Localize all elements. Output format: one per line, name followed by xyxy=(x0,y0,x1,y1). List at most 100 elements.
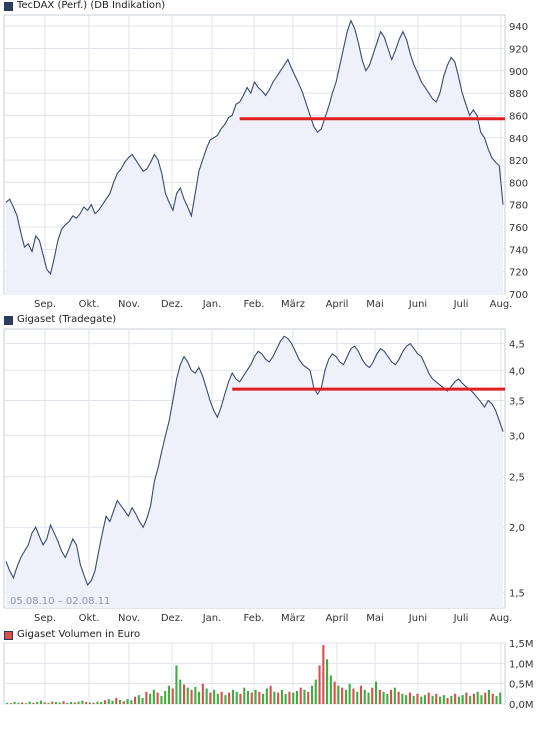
volume-bar xyxy=(175,665,178,704)
gigaset-xtick-label: Juni xyxy=(408,613,427,624)
tecdax-xtick-label: Aug. xyxy=(490,299,513,310)
tecdax-xtick-label: Sep. xyxy=(34,299,56,310)
volume-bar xyxy=(258,691,261,704)
gigaset-xtick-label: Jan. xyxy=(202,613,222,624)
volume-bar xyxy=(405,695,408,704)
volume-bar xyxy=(367,692,370,704)
volume-bar xyxy=(70,702,73,704)
volume-bar xyxy=(318,665,321,704)
tecdax-xtick-label: Dez. xyxy=(161,299,183,310)
volume-bar xyxy=(322,645,325,704)
tecdax-title: TecDAX (Perf.) (DB Indikation) xyxy=(4,0,165,12)
gigaset-ytick-label: 4,0 xyxy=(509,366,525,377)
volume-bar xyxy=(36,702,39,704)
volume-bar xyxy=(100,702,103,704)
tecdax-xtick-label: Okt. xyxy=(79,299,100,310)
volume-bar xyxy=(356,691,359,704)
volume-bar xyxy=(9,703,12,704)
volume-bar xyxy=(491,693,494,704)
volume-bar xyxy=(115,697,118,704)
volume-bar xyxy=(292,692,295,704)
volume-bar xyxy=(401,693,404,704)
volume-ytick-label: 1,0M xyxy=(509,659,534,670)
gigaset-title: Gigaset (Tradegate) xyxy=(4,314,116,326)
volume-bar xyxy=(96,701,99,704)
tecdax-ytick-label: 700 xyxy=(509,290,528,301)
volume-bar xyxy=(359,685,362,704)
volume-bar xyxy=(213,689,216,704)
volume-bar xyxy=(220,691,223,704)
volume-bar xyxy=(311,685,314,704)
volume-bar xyxy=(216,693,219,704)
gigaset-ytick-label: 2,5 xyxy=(509,473,525,484)
volume-bar xyxy=(284,693,287,704)
volume-bar xyxy=(243,687,246,704)
volume-bar xyxy=(92,702,95,704)
volume-bar xyxy=(431,695,434,704)
volume-bar xyxy=(107,699,110,704)
volume-bar xyxy=(416,693,419,704)
volume-bar xyxy=(480,695,483,704)
tecdax-xtick-label: April xyxy=(326,299,349,310)
tecdax-ytick-label: 880 xyxy=(509,89,528,100)
tecdax-title-text: TecDAX (Perf.) (DB Indikation) xyxy=(17,0,166,11)
tecdax-xtick-label: Juni xyxy=(408,299,427,310)
volume-bar xyxy=(228,692,231,704)
volume-bar xyxy=(39,700,42,704)
volume-bar xyxy=(164,691,167,704)
gigaset-xtick-label: April xyxy=(326,613,349,624)
volume-bar xyxy=(378,689,381,704)
volume-bar xyxy=(484,692,487,704)
volume-bar xyxy=(499,692,502,704)
volume-bar xyxy=(465,692,468,704)
tecdax-series-line xyxy=(5,19,504,276)
tecdax-ytick-label: 760 xyxy=(509,223,528,234)
tecdax-xtick-label: Nov. xyxy=(118,299,140,310)
volume-bar xyxy=(209,692,212,704)
tecdax-ytick-label: 900 xyxy=(509,67,528,78)
volume-bar xyxy=(179,679,182,704)
volume-bar xyxy=(254,689,257,704)
tecdax-ytick-label: 860 xyxy=(509,111,528,122)
volume-bar xyxy=(81,700,84,704)
volume-ytick-label: 1,5M xyxy=(509,639,534,650)
volume-bar xyxy=(239,693,242,704)
volume-bar xyxy=(85,702,88,704)
volume-bar xyxy=(88,702,91,704)
volume-bar xyxy=(390,689,393,704)
volume-ytick-label: 0,5M xyxy=(509,680,534,691)
volume-bar xyxy=(32,702,35,704)
volume-bar xyxy=(21,702,24,704)
volume-bar xyxy=(326,659,329,704)
volume-bar xyxy=(344,689,347,704)
volume-bar xyxy=(171,688,174,704)
volume-bar xyxy=(337,685,340,704)
volume-bar xyxy=(476,691,479,704)
volume-bar xyxy=(461,695,464,704)
volume-bar xyxy=(495,695,498,704)
volume-bar xyxy=(427,692,430,704)
gigaset-ytick-label: 4,5 xyxy=(509,340,525,351)
volume-bar xyxy=(17,702,20,704)
volume-bar xyxy=(329,675,332,704)
volume-bar xyxy=(134,696,137,704)
tecdax-ytick-label: 920 xyxy=(509,44,528,55)
volume-bar xyxy=(43,702,46,704)
tecdax-xtick-label: Juli xyxy=(453,299,469,310)
volume-bar xyxy=(224,695,227,704)
volume-bar xyxy=(119,699,122,704)
volume-ytick-label: 0,0M xyxy=(509,700,534,711)
volume-bar xyxy=(126,699,129,704)
gigaset-xtick-label: Nov. xyxy=(118,613,140,624)
volume-bar xyxy=(352,688,355,704)
volume-bar xyxy=(371,687,374,704)
volume-bar xyxy=(73,702,76,704)
volume-bar xyxy=(450,695,453,704)
gigaset-xtick-label: Dez. xyxy=(161,613,183,624)
volume-bar xyxy=(393,687,396,704)
volume-bar xyxy=(141,697,144,704)
tecdax-ytick-label: 840 xyxy=(509,134,528,145)
volume-bar xyxy=(333,681,336,704)
volume-bar xyxy=(295,691,298,704)
